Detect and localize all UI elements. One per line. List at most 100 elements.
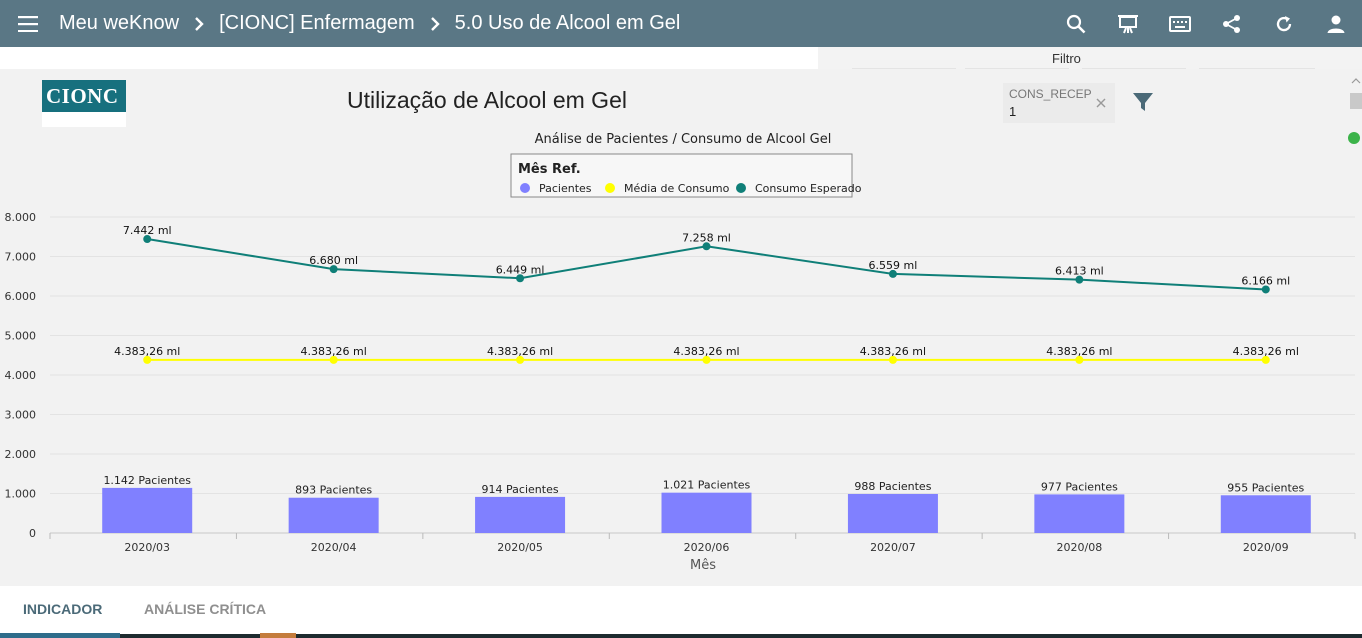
data-point — [516, 274, 525, 283]
presentation-icon — [1118, 14, 1138, 33]
chevron-right-icon — [429, 16, 441, 32]
filter-chip[interactable]: CONS_RECEP 1 — [1003, 83, 1115, 123]
data-point — [1261, 285, 1270, 294]
data-label: 4.383,26 ml — [114, 345, 180, 358]
data-point — [516, 355, 525, 364]
tab-indicador[interactable]: INDICADOR — [23, 601, 103, 617]
breadcrumb-item-folder[interactable]: [CIONC] Enfermagem — [219, 12, 415, 34]
search-button[interactable] — [1050, 0, 1102, 47]
status-indicator — [1348, 132, 1360, 144]
scrollbar-arrow[interactable] — [1350, 73, 1362, 84]
bottom-strip — [120, 634, 1362, 638]
y-tick-label: 7.000 — [5, 251, 37, 264]
account-button[interactable] — [1310, 0, 1362, 47]
data-label: 6.449 ml — [496, 263, 545, 276]
x-tick-label: 2020/06 — [684, 541, 730, 554]
data-label: 4.383,26 ml — [1046, 345, 1112, 358]
data-point — [888, 355, 897, 364]
y-tick-label: 1.000 — [5, 488, 37, 501]
filter-strip-blank — [0, 47, 818, 69]
dashboard-panel: CIONC Utilização de Alcool em Gel CONS_R… — [0, 69, 1362, 586]
x-tick-label: 2020/09 — [1243, 541, 1289, 554]
bar — [1220, 495, 1311, 533]
data-point — [702, 355, 711, 364]
top-actions — [1050, 0, 1362, 47]
legend-marker — [520, 183, 530, 193]
legend-marker — [736, 183, 746, 193]
chart: Análise de Pacientes / Consumo de Alcool… — [5, 132, 1356, 573]
search-icon — [1066, 14, 1086, 33]
share-button[interactable] — [1206, 0, 1258, 47]
bar — [661, 492, 752, 533]
keyboard-icon — [1169, 15, 1191, 32]
filter-label[interactable]: Filtro — [1052, 51, 1081, 66]
x-tick-label: 2020/08 — [1057, 541, 1103, 554]
filter-chip-value: 1 — [1009, 104, 1017, 119]
refresh-button[interactable] — [1258, 0, 1310, 47]
x-axis-title: Mês — [690, 558, 716, 573]
y-tick-label: 8.000 — [5, 211, 37, 224]
data-point — [143, 355, 152, 364]
logo-text: CIONC — [42, 80, 126, 112]
y-tick-label: 5.000 — [5, 330, 37, 343]
y-tick-label: 4.000 — [5, 369, 37, 382]
top-app-bar: Meu weKnow [CIONC] Enfermagem 5.0 Uso de… — [0, 0, 1362, 47]
breadcrumb: Meu weKnow [CIONC] Enfermagem 5.0 Uso de… — [56, 12, 680, 35]
data-label: 6.559 ml — [869, 259, 918, 272]
legend-label: Pacientes — [539, 182, 592, 195]
legend-title: Mês Ref. — [518, 162, 581, 177]
data-label: 4.383,26 ml — [673, 345, 739, 358]
legend-label: Consumo Esperado — [755, 182, 862, 195]
refresh-icon — [1276, 15, 1292, 31]
bar — [475, 496, 566, 533]
cionc-logo: CIONC — [42, 80, 126, 127]
tab-analise-critica[interactable]: ANÁLISE CRÍTICA — [144, 601, 267, 617]
breadcrumb-item-current: 5.0 Uso de Alcool em Gel — [454, 12, 681, 34]
keyboard-button[interactable] — [1154, 0, 1206, 47]
x-tick-label: 2020/04 — [311, 541, 357, 554]
y-tick-label: 0 — [29, 527, 36, 540]
bar — [102, 487, 193, 533]
data-label: 4.383,26 ml — [860, 345, 926, 358]
data-label: 1.142 Pacientes — [103, 474, 191, 487]
data-label: 4.383,26 ml — [1233, 345, 1299, 358]
legend-marker — [605, 183, 615, 193]
data-label: 893 Pacientes — [295, 484, 372, 497]
data-point — [329, 355, 338, 364]
data-point — [702, 242, 711, 251]
x-tick-label: 2020/03 — [124, 541, 170, 554]
data-label: 1.021 Pacientes — [663, 479, 751, 492]
chevron-right-icon — [193, 16, 205, 32]
data-label: 6.413 ml — [1055, 265, 1104, 278]
data-point — [1261, 355, 1270, 364]
menu-icon — [18, 15, 38, 32]
data-label: 955 Pacientes — [1227, 481, 1304, 494]
bottom-strip-accent — [260, 633, 296, 638]
data-label: 914 Pacientes — [482, 483, 559, 496]
data-point — [329, 265, 338, 274]
chart-title: Análise de Pacientes / Consumo de Alcool… — [535, 132, 832, 147]
data-point — [143, 235, 152, 244]
menu-button[interactable] — [0, 0, 56, 47]
y-tick-label: 3.000 — [5, 409, 37, 422]
legend: Mês Ref. Pacientes Média de Consumo Consum… — [510, 153, 862, 198]
data-point — [1075, 355, 1084, 364]
x-tick-label: 2020/05 — [497, 541, 543, 554]
data-label: 7.258 ml — [682, 231, 731, 244]
share-icon — [1223, 14, 1240, 33]
account-icon — [1327, 15, 1345, 33]
presentation-button[interactable] — [1102, 0, 1154, 47]
bar — [288, 497, 379, 533]
data-label: 6.166 ml — [1241, 274, 1290, 287]
bar — [847, 493, 938, 533]
data-label: 6.680 ml — [309, 254, 358, 267]
data-point — [888, 269, 897, 278]
breadcrumb-item-home[interactable]: Meu weKnow — [59, 12, 180, 34]
close-icon[interactable] — [1091, 93, 1111, 113]
filter-funnel-icon[interactable] — [1131, 90, 1155, 114]
bar — [1034, 494, 1125, 533]
scrollbar-thumb[interactable] — [1350, 93, 1362, 109]
data-point — [1075, 275, 1084, 284]
y-tick-label: 6.000 — [5, 290, 37, 303]
data-label: 7.442 ml — [123, 224, 172, 237]
